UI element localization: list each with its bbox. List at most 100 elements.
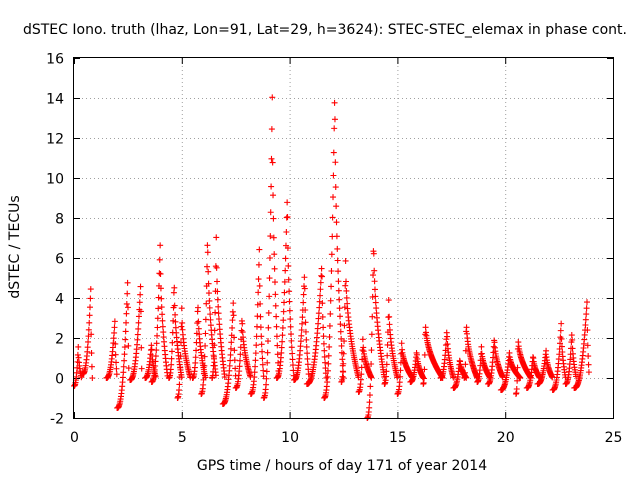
- data-point: [383, 361, 390, 368]
- data-point: [281, 299, 288, 306]
- data-point: [259, 361, 266, 368]
- data-point: [179, 326, 186, 333]
- data-point: [215, 316, 222, 323]
- y-tick-label: 12: [46, 132, 64, 148]
- data-point: [301, 285, 308, 292]
- data-point: [156, 270, 163, 277]
- data-point: [298, 332, 305, 339]
- data-point: [169, 339, 176, 346]
- data-point: [207, 311, 214, 318]
- data-point: [332, 184, 339, 191]
- data-point: [86, 312, 93, 319]
- data-point: [421, 351, 428, 358]
- x-tick-label: 15: [389, 430, 407, 446]
- data-point: [329, 214, 336, 221]
- data-point: [135, 319, 142, 326]
- data-point: [193, 347, 200, 354]
- data-point: [265, 324, 272, 331]
- data-point: [280, 317, 287, 324]
- data-point: [88, 363, 95, 370]
- data-point: [340, 350, 347, 357]
- data-point: [168, 355, 175, 362]
- data-point: [230, 312, 237, 319]
- data-point: [215, 303, 222, 310]
- data-point: [271, 279, 278, 286]
- data-point: [371, 267, 378, 274]
- data-point: [585, 353, 592, 360]
- data-point: [298, 326, 305, 333]
- data-point: [289, 356, 296, 363]
- data-point: [288, 344, 295, 351]
- data-point: [263, 381, 270, 388]
- x-tick-label: 0: [70, 430, 79, 446]
- data-point: [582, 316, 589, 323]
- data-point: [304, 350, 311, 357]
- y-tick-label: -2: [50, 412, 64, 428]
- data-point: [583, 311, 590, 318]
- data-point: [177, 364, 184, 371]
- data-point: [558, 320, 565, 327]
- data-point: [288, 337, 295, 344]
- data-point: [573, 373, 580, 380]
- data-point: [278, 349, 285, 356]
- data-point: [269, 159, 276, 166]
- data-point: [137, 308, 144, 315]
- data-point: [321, 347, 328, 354]
- data-point: [203, 300, 210, 307]
- data-point: [280, 308, 287, 315]
- data-point: [268, 183, 275, 190]
- data-point: [270, 215, 277, 222]
- data-point: [214, 296, 221, 303]
- data-point: [517, 375, 524, 381]
- data-point: [113, 359, 120, 366]
- data-point: [282, 255, 289, 262]
- data-point: [168, 361, 175, 368]
- data-point: [267, 209, 274, 216]
- data-point: [302, 306, 309, 313]
- data-point: [366, 399, 373, 406]
- data-point: [444, 333, 451, 340]
- data-point: [111, 324, 118, 331]
- data-point: [215, 310, 222, 317]
- data-point: [270, 234, 277, 241]
- data-point: [110, 335, 117, 342]
- data-point: [227, 351, 234, 358]
- data-point: [200, 370, 207, 377]
- data-point: [328, 267, 335, 274]
- data-point: [113, 365, 120, 372]
- data-point: [289, 362, 296, 369]
- data-point: [287, 323, 294, 330]
- data-point: [386, 321, 393, 328]
- data-point: [202, 330, 209, 337]
- data-point: [371, 278, 378, 285]
- data-point: [318, 265, 325, 272]
- data-point: [303, 343, 310, 350]
- data-point: [257, 313, 264, 320]
- data-point: [569, 345, 576, 352]
- data-point: [148, 346, 155, 353]
- data-point: [75, 343, 82, 350]
- data-point: [229, 317, 236, 324]
- data-point: [195, 325, 202, 332]
- data-point: [227, 345, 234, 352]
- data-point: [330, 194, 337, 201]
- data-point: [341, 304, 348, 311]
- data-point: [178, 305, 185, 312]
- data-point: [124, 279, 131, 286]
- data-point: [258, 341, 265, 348]
- data-point: [558, 343, 565, 350]
- data-point: [300, 291, 307, 298]
- data-point: [85, 326, 92, 333]
- x-tick-label: 5: [178, 430, 187, 446]
- data-point: [462, 369, 469, 376]
- data-point: [228, 339, 235, 346]
- data-point: [121, 351, 128, 358]
- data-point: [583, 305, 590, 312]
- data-point: [237, 351, 244, 358]
- data-point: [324, 373, 331, 380]
- data-point: [336, 296, 343, 303]
- data-point: [288, 331, 295, 338]
- data-point: [155, 305, 162, 312]
- data-point: [120, 369, 127, 376]
- data-point: [318, 272, 325, 279]
